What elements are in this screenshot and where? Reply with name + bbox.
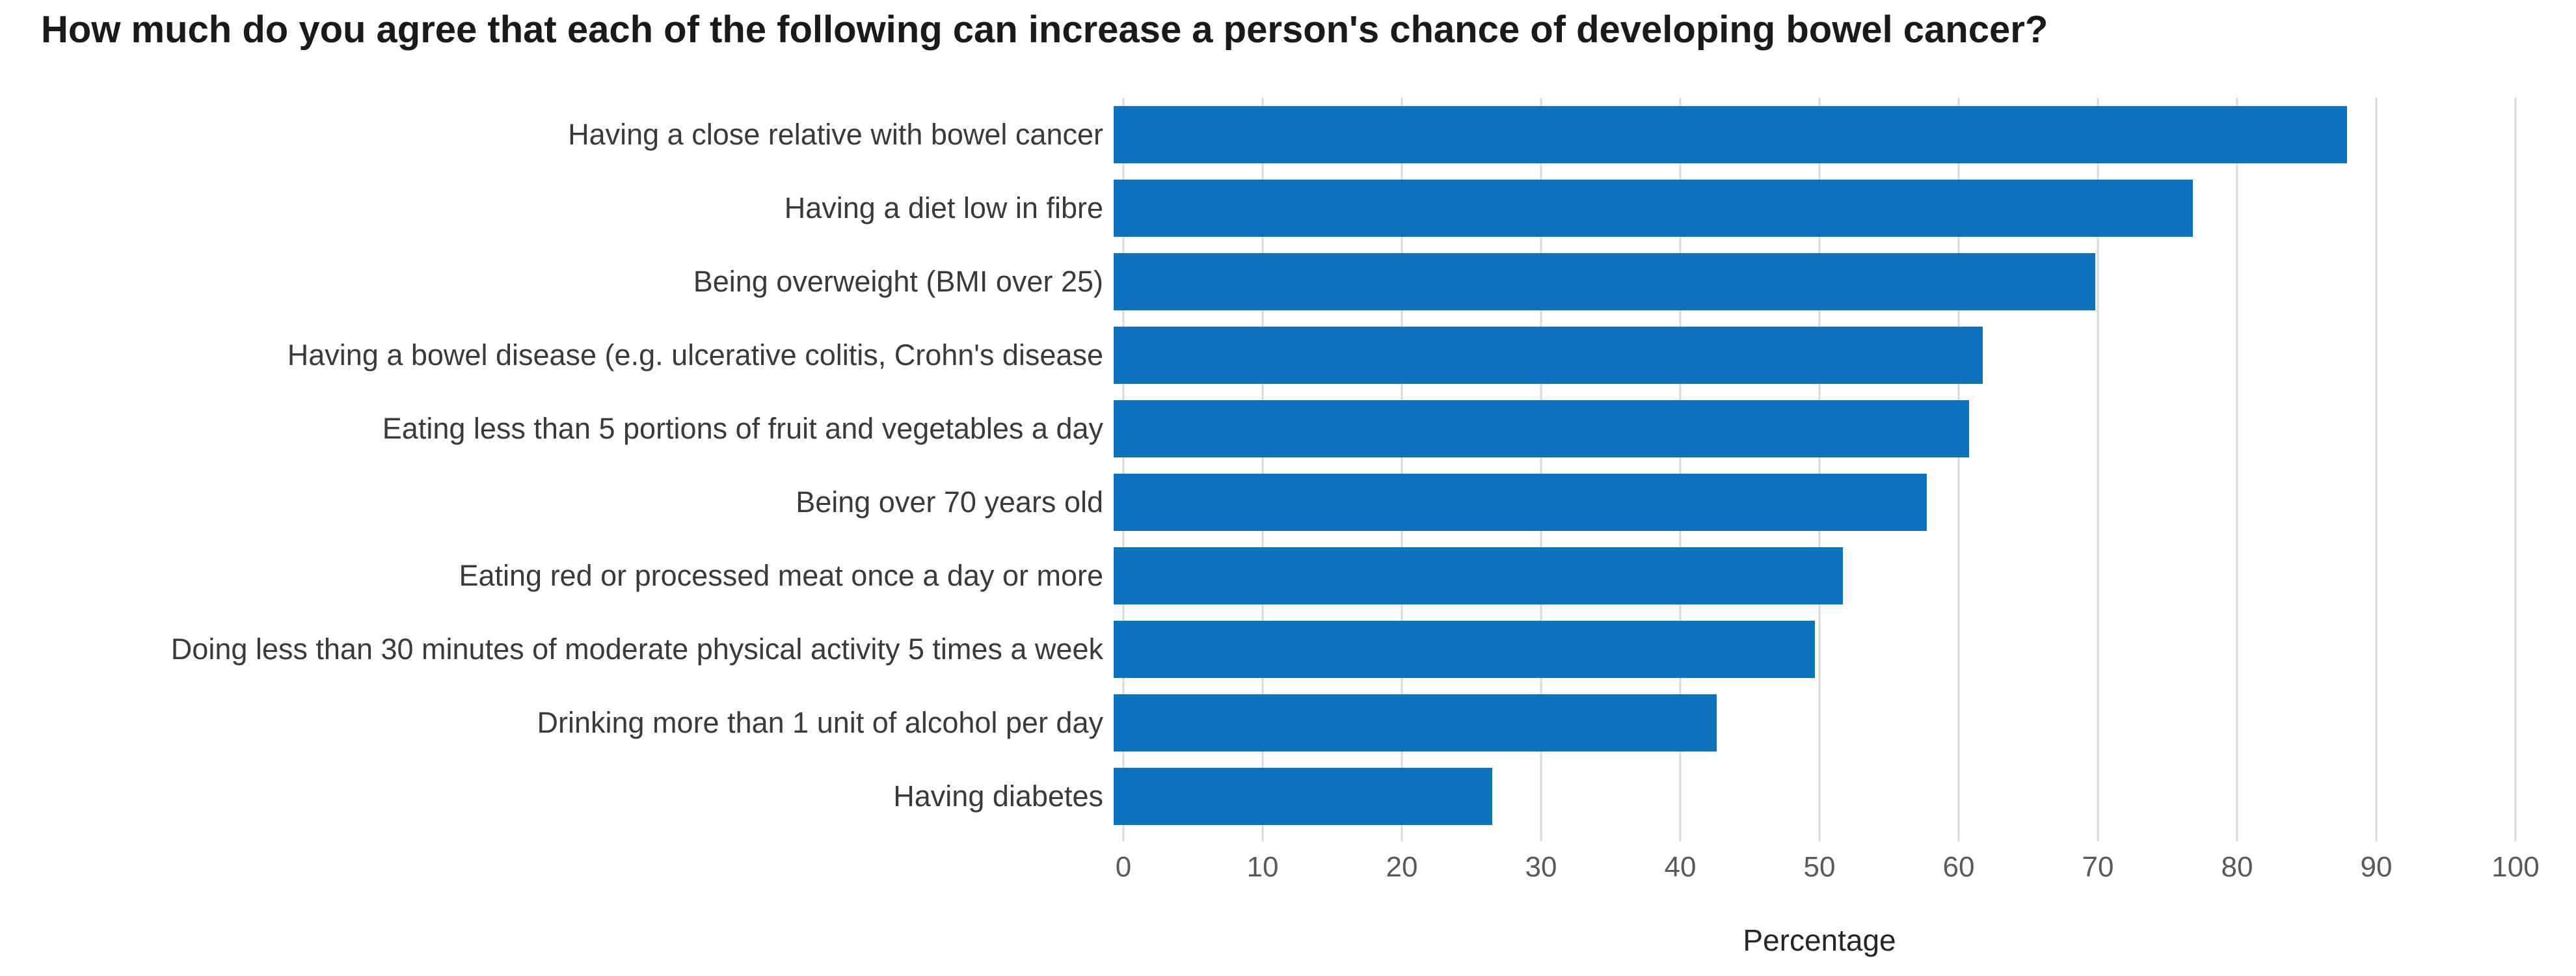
bar <box>1114 179 2194 237</box>
chart-row: Drinking more than 1 unit of alcohol per… <box>0 686 2516 759</box>
bar-track <box>1114 171 2516 245</box>
x-axis: 0 10 20 30 40 50 60 70 80 90 100 <box>1116 851 2540 897</box>
gridlines <box>1122 98 2517 841</box>
category-label: Having a bowel disease (e.g. ulcerative … <box>287 338 1103 372</box>
chart-row: Doing less than 30 minutes of moderate p… <box>0 612 2516 686</box>
bar-track <box>1114 612 2516 686</box>
category-label: Having diabetes <box>893 779 1103 813</box>
bar-track <box>1114 465 2516 539</box>
bar-track <box>1114 539 2516 612</box>
gridline <box>1957 98 1960 841</box>
bar-track <box>1114 98 2516 171</box>
chart-row: Being over 70 years old <box>0 465 2516 539</box>
bar <box>1114 694 1717 752</box>
category-label: Drinking more than 1 unit of alcohol per… <box>537 705 1104 739</box>
category-label: Eating red or processed meat once a day … <box>459 558 1103 592</box>
x-tick-label: 50 <box>1803 851 1836 883</box>
chart-row: Having a bowel disease (e.g. ulcerative … <box>0 318 2516 392</box>
x-tick-label: 40 <box>1664 851 1697 883</box>
bar <box>1114 767 1492 825</box>
x-tick-label: 80 <box>2221 851 2253 883</box>
bar <box>1114 473 1927 531</box>
category-label: Having a diet low in fibre <box>784 191 1103 224</box>
bar-track <box>1114 392 2516 465</box>
gridline <box>1401 98 1403 841</box>
x-tick-label: 90 <box>2360 851 2393 883</box>
bar-track <box>1114 686 2516 759</box>
gridline <box>2097 98 2099 841</box>
gridline <box>1122 98 1125 841</box>
bar <box>1114 326 1983 384</box>
bar-track <box>1114 318 2516 392</box>
bar <box>1114 252 2095 310</box>
gridline <box>1818 98 1821 841</box>
category-label: Eating less than 5 portions of fruit and… <box>382 411 1103 445</box>
bar <box>1114 620 1815 678</box>
x-tick-label: 30 <box>1525 851 1557 883</box>
x-tick-label: 10 <box>1246 851 1279 883</box>
chart-row: Having a diet low in fibre <box>0 171 2516 245</box>
bar <box>1114 105 2348 163</box>
gridline <box>1540 98 1542 841</box>
gridline <box>1679 98 1682 841</box>
category-label: Being overweight (BMI over 25) <box>693 264 1103 298</box>
category-label: Being over 70 years old <box>796 485 1103 519</box>
chart-row: Eating red or processed meat once a day … <box>0 539 2516 612</box>
chart-rows: Having a close relative with bowel cance… <box>0 98 2516 833</box>
bar <box>1114 400 1969 457</box>
gridline <box>1261 98 1264 841</box>
x-tick-label: 100 <box>2491 851 2540 883</box>
bar-track <box>1114 245 2516 318</box>
x-axis-title: Percentage <box>1743 923 1896 957</box>
chart-row: Having a close relative with bowel cance… <box>0 98 2516 171</box>
chart-title: How much do you agree that each of the f… <box>41 8 2048 51</box>
bar-track <box>1114 759 2516 833</box>
category-label: Having a close relative with bowel cance… <box>568 117 1103 151</box>
gridline <box>2236 98 2238 841</box>
gridline <box>2514 98 2517 841</box>
x-tick-label: 60 <box>1942 851 1975 883</box>
x-tick-label: 20 <box>1386 851 1418 883</box>
chart-row: Having diabetes <box>0 759 2516 833</box>
gridline <box>2375 98 2378 841</box>
bar <box>1114 547 1843 604</box>
chart-row: Being overweight (BMI over 25) <box>0 245 2516 318</box>
category-label: Doing less than 30 minutes of moderate p… <box>170 632 1103 666</box>
x-tick-label: 70 <box>2082 851 2114 883</box>
x-tick-label: 0 <box>1115 851 1132 883</box>
chart-row: Eating less than 5 portions of fruit and… <box>0 392 2516 465</box>
